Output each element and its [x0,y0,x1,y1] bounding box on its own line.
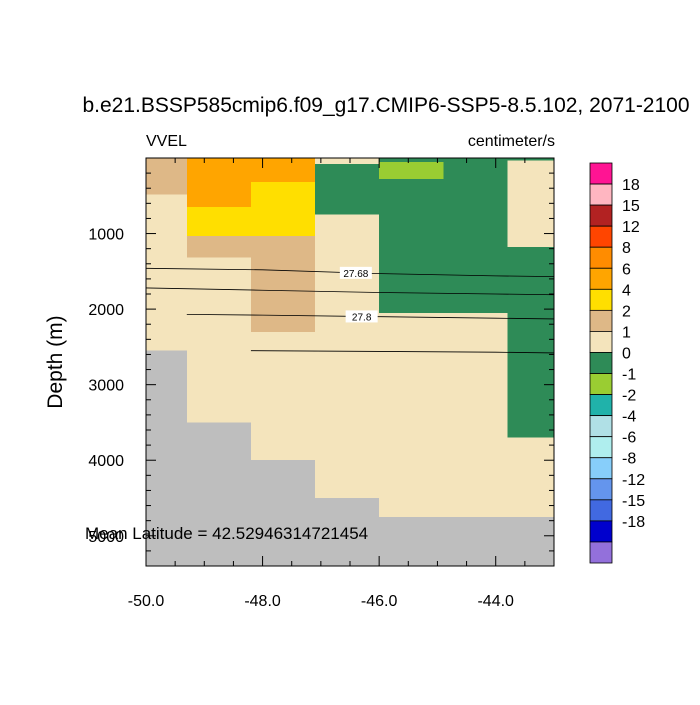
heatmap-cell-16 [315,498,380,566]
y-tick-label: 1000 [88,227,124,244]
colorbar-swatch [589,478,613,501]
colorbar-label: -6 [622,430,636,447]
heatmap-cell-4 [186,207,251,236]
colorbar-label: -2 [622,388,636,405]
heatmap-cell-2 [146,350,187,566]
colorbar-swatch [589,309,613,332]
y-tick-label: 4000 [88,453,124,470]
heatmap-cell-25 [507,160,554,248]
colorbar-label: 8 [622,240,631,257]
colorbar-swatch [589,415,613,438]
colorbar-swatch [589,457,613,480]
heatmap-cell-15 [315,214,380,498]
colorbar-swatch [589,162,613,185]
mean-latitude-annotation: Mean Latitude = 42.52946314721454 [85,524,368,543]
heatmap-cell-27 [507,437,554,517]
colorbar-swatch [589,499,613,522]
colorbar-swatch [589,373,613,395]
heatmap-cells [146,158,554,566]
heatmap-cell-10 [250,235,316,332]
colorbar-label: 2 [622,303,631,320]
axis-ticks: -50.0 -48.0 -46.0 -44.0 1000 2000 3000 4000 5000 [88,157,554,610]
heatmap-cell-24 [507,158,554,161]
colorbar-swatch [589,204,613,227]
colorbar-label: -1 [622,367,636,384]
colorbar-label: 12 [622,219,640,236]
heatmap-cell-1 [146,194,187,351]
contour-line-1 [145,287,555,296]
heatmap-cell-14 [315,164,380,215]
contour-label-bg-0 [339,266,372,279]
colorbar-label: 4 [622,282,631,299]
heatmap-cell-19 [379,312,444,517]
colorbar-swatch [589,267,613,290]
heatmap-cell-26 [507,247,554,438]
colorbar-swatch [589,394,613,417]
heatmap-cell-0 [146,158,187,195]
colorbar-label: -8 [622,451,636,468]
colorbar-label: 18 [622,177,640,194]
colorbar-label: 6 [622,261,631,278]
heatmap-cell-28 [507,516,554,566]
x-tick-label: -50.0 [128,593,165,610]
colorbar-swatch [589,352,613,374]
colorbar-label: -12 [622,472,645,489]
units-label: centimeter/s [468,133,555,150]
contour-label-2: 27.8 [352,312,372,323]
y-tick-label: 2000 [88,302,124,319]
heatmap-cell-7 [186,422,251,566]
colorbar-swatch [589,541,613,564]
y-tick-label: 3000 [88,378,124,395]
colorbar-swatch [589,288,613,311]
colorbar-label: -15 [622,493,645,510]
colorbar-label: -4 [622,409,636,426]
heatmap-cell-18 [379,161,444,180]
heatmap-cell-20 [379,516,444,566]
contour-line-0 [145,267,555,278]
contour-line-2 [186,314,555,320]
variable-label: VVEL [146,133,187,150]
heatmap-cell-8 [250,158,316,183]
heatmap-cell-12 [250,460,316,566]
colorbar-swatch [589,225,613,248]
chart-title: b.e21.BSSP585cmip6.f09_g17.CMIP6-SSP5-8.… [82,94,689,117]
colorbar-swatch [589,246,613,269]
colorbar-label: -18 [622,514,645,531]
heatmap-cell-5 [186,235,251,258]
heatmap-cell-3 [186,158,251,208]
plot-frame [145,157,555,567]
colorbar-swatch [589,331,613,353]
heatmap-cell-13 [315,158,380,165]
y-tick-label: 5000 [88,529,124,546]
contour-lines: 27.68 27.8 [145,266,555,354]
x-tick-label: -44.0 [477,593,514,610]
x-tick-label: -48.0 [244,593,281,610]
heatmap-cell-6 [186,257,251,423]
colorbar-label: 1 [622,324,631,341]
contour-label-bg-2 [345,310,378,323]
colorbar-swatch [589,183,613,206]
x-tick-label: -46.0 [361,593,398,610]
colorbar: 18 15 12 8 6 4 2 1 0 -1 -2 -4 -6 -8 -12 -15 -18 [589,162,645,564]
heatmap-cell-23 [443,516,508,566]
colorbar-label: 15 [622,198,640,215]
heatmap-cell-21 [443,158,508,313]
colorbar-swatch [589,520,613,543]
contour-label-0: 27.68 [343,269,368,280]
contour-line-3 [250,350,555,354]
heatmap-cell-11 [250,331,316,461]
heatmap-cell-9 [250,182,316,236]
heatmap-cell-22 [443,312,508,517]
colorbar-swatch [589,436,613,459]
y-axis-title: Depth (m) [44,315,67,408]
colorbar-label: 0 [622,345,631,362]
